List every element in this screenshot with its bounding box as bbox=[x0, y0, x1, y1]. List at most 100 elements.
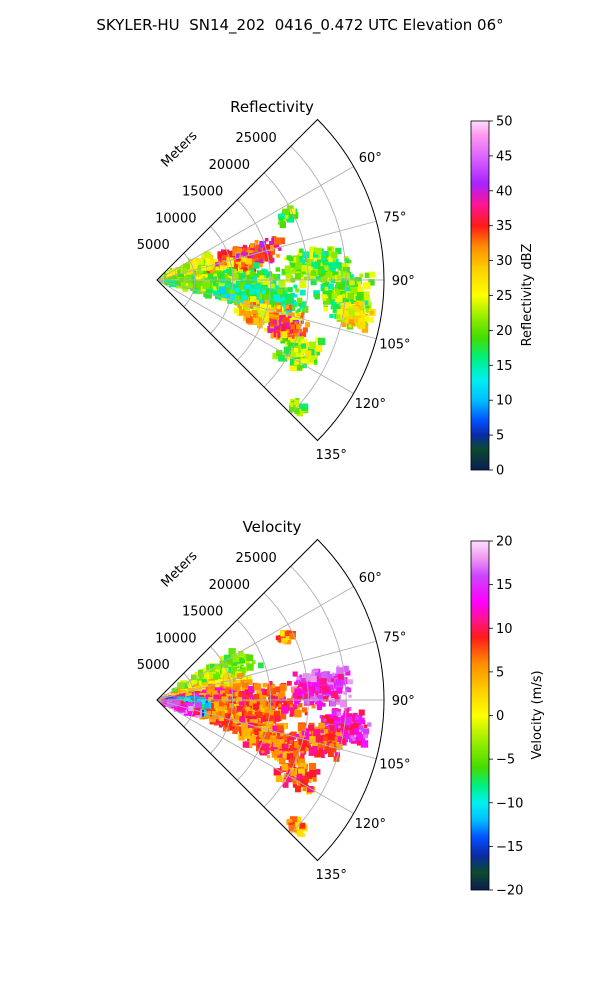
echo-gate bbox=[239, 251, 244, 256]
echo-gate bbox=[300, 331, 307, 338]
echo-gate bbox=[272, 320, 277, 324]
echo-gate bbox=[315, 672, 320, 677]
echo-gate bbox=[330, 280, 334, 284]
echo-gate bbox=[289, 405, 296, 413]
echo-gate bbox=[302, 785, 309, 792]
echo-gate bbox=[196, 258, 199, 262]
echo-gate bbox=[329, 725, 335, 730]
echo-gate bbox=[324, 686, 330, 692]
echo-gate bbox=[224, 688, 232, 695]
echo-gate bbox=[292, 214, 298, 220]
echo-gate bbox=[233, 725, 240, 732]
echo-gate bbox=[274, 755, 279, 761]
echo-gate bbox=[270, 279, 277, 286]
echo-gate bbox=[316, 259, 325, 267]
echo-gate bbox=[283, 346, 291, 354]
echo-gate bbox=[193, 708, 201, 716]
echo-gate bbox=[210, 699, 215, 703]
echo-gate bbox=[358, 321, 366, 329]
echo-gate bbox=[244, 312, 251, 318]
echo-gate bbox=[300, 339, 307, 346]
echo-gate bbox=[259, 275, 265, 280]
echo-gate bbox=[310, 279, 317, 286]
echo-gate bbox=[356, 296, 363, 303]
echo-gate bbox=[335, 288, 339, 292]
echo-gate bbox=[355, 716, 359, 720]
echo-gate bbox=[220, 690, 224, 695]
echo-gate bbox=[221, 722, 226, 727]
echo-gate bbox=[333, 732, 339, 738]
angle-tick-label: 135° bbox=[316, 868, 347, 883]
echo-gate bbox=[302, 327, 308, 333]
echo-gate bbox=[297, 303, 301, 307]
echo-gate bbox=[319, 274, 327, 283]
echo-gate bbox=[228, 724, 235, 731]
echo-gate bbox=[255, 721, 261, 727]
echo-gate bbox=[235, 691, 242, 699]
echo-gate bbox=[331, 251, 338, 259]
echo-gate bbox=[305, 265, 313, 273]
echo-gate bbox=[283, 307, 290, 315]
echo-gate bbox=[248, 265, 253, 270]
echo-gate bbox=[307, 724, 314, 731]
echo-gate bbox=[264, 238, 269, 242]
echo-gate bbox=[362, 728, 369, 735]
echo-gate bbox=[269, 248, 276, 255]
echo-gate bbox=[328, 247, 332, 251]
echo-gate bbox=[341, 715, 349, 723]
echo-gate bbox=[282, 778, 287, 783]
echo-gate bbox=[236, 679, 241, 684]
echo-gate bbox=[320, 678, 327, 685]
echo-gate bbox=[252, 276, 258, 282]
echo-gate bbox=[197, 258, 204, 265]
echo-gate bbox=[270, 715, 274, 719]
colorbar-tick-label: 45 bbox=[496, 149, 513, 164]
echo-gate bbox=[358, 317, 363, 322]
echo-gate bbox=[263, 272, 269, 278]
colorbar-gradient bbox=[470, 540, 490, 891]
echo-gate bbox=[245, 289, 252, 295]
echo-gate bbox=[278, 757, 286, 765]
echo-gate bbox=[267, 244, 274, 251]
echo-gate bbox=[354, 283, 358, 288]
echo-gate bbox=[256, 691, 263, 697]
echo-gate bbox=[305, 322, 310, 328]
echo-gate bbox=[217, 711, 222, 716]
echo-gate bbox=[192, 273, 199, 280]
echo-gate bbox=[332, 271, 339, 278]
echo-gate bbox=[303, 737, 308, 741]
echo-gate bbox=[239, 269, 244, 274]
echo-gate bbox=[344, 708, 349, 713]
echo-gate bbox=[249, 736, 256, 744]
echo-gate bbox=[286, 819, 293, 825]
echo-gate bbox=[328, 718, 334, 724]
echo-gate bbox=[259, 700, 266, 706]
echo-gate bbox=[353, 316, 361, 324]
echo-gate bbox=[316, 351, 320, 356]
echo-gate bbox=[261, 289, 266, 295]
echo-gate bbox=[309, 246, 317, 254]
echo-gate bbox=[258, 248, 263, 253]
echo-gate bbox=[207, 710, 212, 715]
colorbar-tick-label: 25 bbox=[496, 289, 513, 304]
colorbar-tick-label: 15 bbox=[496, 359, 513, 374]
echo-gate bbox=[344, 724, 351, 732]
echo-gate bbox=[197, 677, 203, 682]
echo-gate bbox=[207, 273, 215, 280]
echo-gate bbox=[226, 250, 233, 258]
echo-gate bbox=[293, 284, 298, 289]
echo-gate bbox=[335, 294, 343, 303]
echo-gate bbox=[297, 758, 305, 766]
echo-gate bbox=[236, 253, 241, 258]
echo-gate bbox=[356, 310, 364, 317]
echo-gate bbox=[314, 344, 323, 353]
echo-gate bbox=[280, 297, 286, 303]
echo-gate bbox=[247, 255, 252, 261]
echo-gate bbox=[175, 280, 181, 286]
echo-gate bbox=[244, 279, 251, 286]
echo-gate bbox=[199, 673, 204, 678]
echo-gate bbox=[343, 726, 348, 731]
echo-gate bbox=[340, 677, 348, 685]
echo-gate bbox=[289, 744, 295, 750]
echo-gate bbox=[267, 304, 272, 309]
